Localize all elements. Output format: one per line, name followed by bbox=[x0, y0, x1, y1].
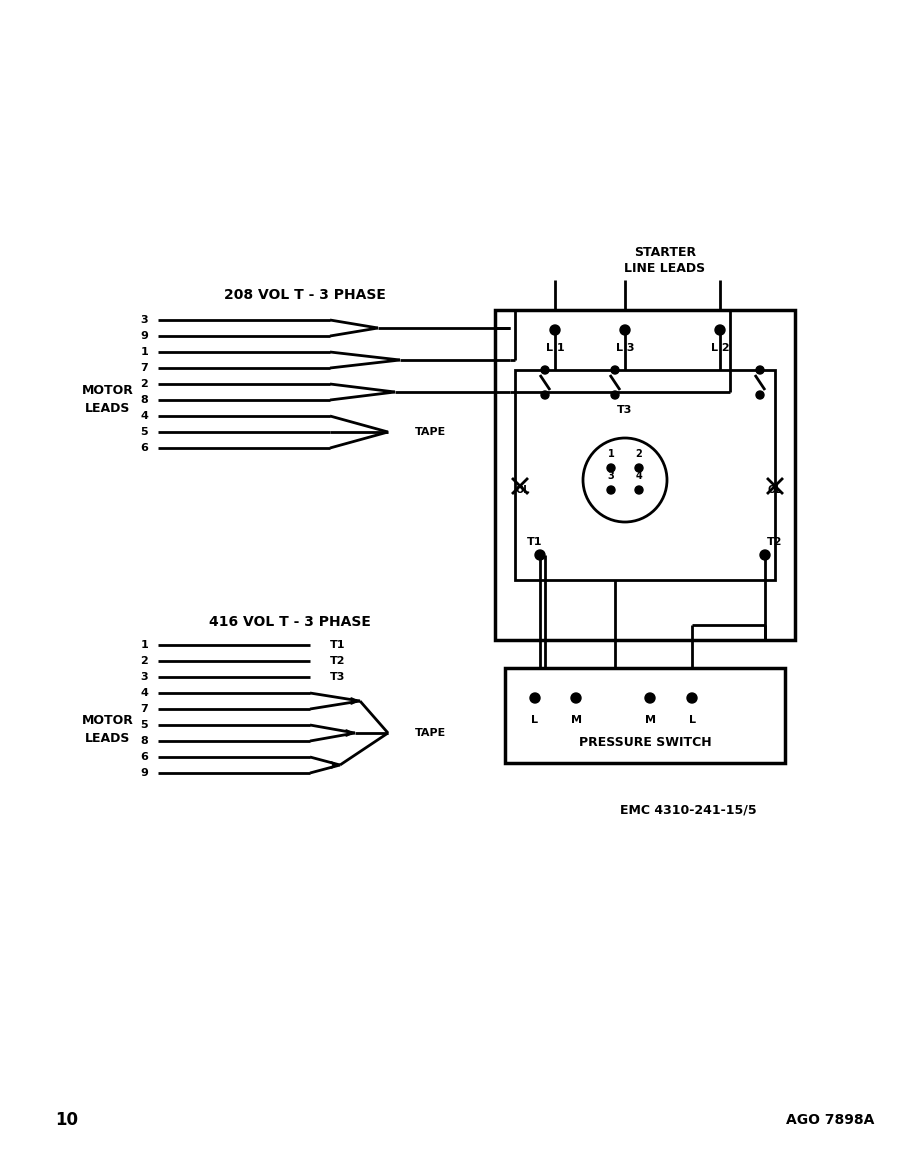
Text: L: L bbox=[531, 715, 539, 725]
Text: T1: T1 bbox=[330, 640, 345, 650]
Circle shape bbox=[635, 486, 643, 494]
Text: L: L bbox=[689, 715, 696, 725]
Circle shape bbox=[756, 391, 764, 399]
Text: 7: 7 bbox=[140, 704, 148, 714]
Text: 6: 6 bbox=[140, 443, 148, 454]
Text: M: M bbox=[571, 715, 582, 725]
Text: LEADS: LEADS bbox=[85, 401, 130, 414]
Text: 6: 6 bbox=[140, 752, 148, 762]
Text: T2: T2 bbox=[767, 537, 783, 547]
Text: M: M bbox=[645, 715, 655, 725]
Text: 208 VOL T - 3 PHASE: 208 VOL T - 3 PHASE bbox=[224, 288, 386, 302]
Text: 9: 9 bbox=[140, 331, 148, 341]
Circle shape bbox=[611, 366, 619, 374]
Text: 8: 8 bbox=[140, 395, 148, 405]
Text: OL: OL bbox=[768, 485, 782, 495]
Text: PRESSURE SWITCH: PRESSURE SWITCH bbox=[579, 736, 711, 749]
Text: 4: 4 bbox=[636, 471, 643, 481]
Circle shape bbox=[530, 693, 540, 702]
Circle shape bbox=[687, 693, 697, 702]
Circle shape bbox=[541, 391, 549, 399]
Text: MOTOR: MOTOR bbox=[82, 713, 134, 727]
Text: 1: 1 bbox=[140, 640, 148, 650]
Circle shape bbox=[611, 391, 619, 399]
Text: L 2: L 2 bbox=[711, 343, 729, 354]
Text: LEADS: LEADS bbox=[85, 732, 130, 744]
Circle shape bbox=[756, 366, 764, 374]
Text: 9: 9 bbox=[140, 768, 148, 778]
Text: L 1: L 1 bbox=[546, 343, 565, 354]
Bar bbox=[515, 370, 775, 580]
Text: LINE LEADS: LINE LEADS bbox=[625, 262, 706, 274]
Circle shape bbox=[607, 486, 615, 494]
Circle shape bbox=[541, 366, 549, 374]
Text: 10: 10 bbox=[55, 1111, 78, 1129]
Text: TAPE: TAPE bbox=[415, 427, 446, 437]
Text: T2: T2 bbox=[330, 656, 345, 666]
Text: 2: 2 bbox=[140, 379, 148, 388]
Text: STARTER: STARTER bbox=[634, 245, 696, 258]
Text: 3: 3 bbox=[140, 672, 148, 682]
Text: 4: 4 bbox=[140, 688, 148, 698]
Text: OL: OL bbox=[516, 485, 530, 495]
Circle shape bbox=[620, 324, 630, 335]
Text: 3: 3 bbox=[608, 471, 614, 481]
Text: 416 VOL T - 3 PHASE: 416 VOL T - 3 PHASE bbox=[209, 615, 371, 629]
Text: 2: 2 bbox=[636, 449, 643, 459]
Bar bbox=[495, 311, 795, 640]
Text: 7: 7 bbox=[140, 363, 148, 373]
Bar bbox=[505, 668, 785, 763]
Circle shape bbox=[760, 550, 770, 561]
Circle shape bbox=[607, 464, 615, 472]
Circle shape bbox=[715, 324, 725, 335]
Circle shape bbox=[645, 693, 655, 702]
Text: 3: 3 bbox=[140, 315, 148, 324]
Text: T3: T3 bbox=[618, 405, 633, 415]
Circle shape bbox=[535, 550, 545, 561]
Text: 1: 1 bbox=[608, 449, 614, 459]
Text: 1: 1 bbox=[140, 347, 148, 357]
Text: MOTOR: MOTOR bbox=[82, 384, 134, 397]
Text: 4: 4 bbox=[140, 411, 148, 421]
Text: T1: T1 bbox=[527, 537, 543, 547]
Text: 5: 5 bbox=[140, 427, 148, 437]
Circle shape bbox=[571, 693, 581, 702]
Text: 2: 2 bbox=[140, 656, 148, 666]
Circle shape bbox=[635, 464, 643, 472]
Text: AGO 7898A: AGO 7898A bbox=[786, 1113, 874, 1127]
Text: 5: 5 bbox=[140, 720, 148, 730]
Text: T3: T3 bbox=[330, 672, 345, 682]
Circle shape bbox=[550, 324, 560, 335]
Text: L 3: L 3 bbox=[616, 343, 635, 354]
Text: EMC 4310-241-15/5: EMC 4310-241-15/5 bbox=[619, 804, 756, 816]
Text: 8: 8 bbox=[140, 736, 148, 745]
Text: TAPE: TAPE bbox=[415, 728, 446, 739]
